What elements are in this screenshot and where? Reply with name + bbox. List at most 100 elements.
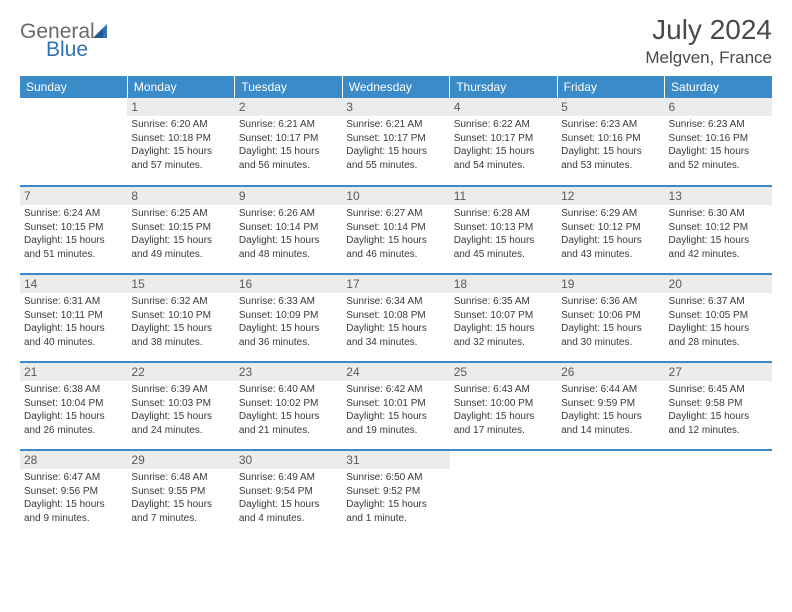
logo: General Blue [20,14,111,62]
day-header: Friday [557,76,664,98]
sunrise-line: Sunrise: 6:42 AM [346,384,422,395]
day-header: Sunday [20,76,127,98]
sunset-line: Sunset: 10:17 PM [346,133,426,144]
sunrise-line: Sunrise: 6:27 AM [346,208,422,219]
daylight-line: Daylight: 15 hours and 28 minutes. [669,323,750,348]
logo-text-blue: Blue [46,38,88,61]
day-details: Sunrise: 6:49 AMSunset: 9:54 PMDaylight:… [239,471,338,525]
calendar-cell: 13Sunrise: 6:30 AMSunset: 10:12 PMDaylig… [665,186,772,274]
day-number: 4 [450,98,557,116]
day-details: Sunrise: 6:47 AMSunset: 9:56 PMDaylight:… [24,471,123,525]
daylight-line: Daylight: 15 hours and 54 minutes. [454,146,535,171]
sunset-line: Sunset: 10:13 PM [454,222,534,233]
daylight-line: Daylight: 15 hours and 7 minutes. [131,499,212,524]
daylight-line: Daylight: 15 hours and 57 minutes. [131,146,212,171]
sunrise-line: Sunrise: 6:39 AM [131,384,207,395]
day-number: 11 [450,187,557,205]
sunrise-line: Sunrise: 6:48 AM [131,472,207,483]
sunrise-line: Sunrise: 6:37 AM [669,296,745,307]
day-details: Sunrise: 6:44 AMSunset: 9:59 PMDaylight:… [561,383,660,437]
calendar-cell: 24Sunrise: 6:42 AMSunset: 10:01 PMDaylig… [342,362,449,450]
day-number: 22 [127,363,234,381]
daylight-line: Daylight: 15 hours and 19 minutes. [346,411,427,436]
day-number: 20 [665,275,772,293]
day-number: 16 [235,275,342,293]
calendar-cell: 15Sunrise: 6:32 AMSunset: 10:10 PMDaylig… [127,274,234,362]
calendar-cell: 8Sunrise: 6:25 AMSunset: 10:15 PMDayligh… [127,186,234,274]
sunset-line: Sunset: 10:11 PM [24,310,103,321]
sunset-line: Sunset: 10:02 PM [239,398,319,409]
daylight-line: Daylight: 15 hours and 43 minutes. [561,235,642,260]
sunset-line: Sunset: 10:09 PM [239,310,319,321]
day-details: Sunrise: 6:36 AMSunset: 10:06 PMDaylight… [561,295,660,349]
day-number: 27 [665,363,772,381]
day-header: Thursday [450,76,557,98]
sunrise-line: Sunrise: 6:23 AM [669,119,745,130]
sunset-line: Sunset: 10:03 PM [131,398,211,409]
day-details: Sunrise: 6:21 AMSunset: 10:17 PMDaylight… [239,118,338,172]
daylight-line: Daylight: 15 hours and 45 minutes. [454,235,535,260]
day-details: Sunrise: 6:23 AMSunset: 10:16 PMDaylight… [561,118,660,172]
sunset-line: Sunset: 10:04 PM [24,398,104,409]
sunset-line: Sunset: 10:12 PM [669,222,749,233]
day-number: 12 [557,187,664,205]
daylight-line: Daylight: 15 hours and 38 minutes. [131,323,212,348]
daylight-line: Daylight: 15 hours and 17 minutes. [454,411,535,436]
daylight-line: Daylight: 15 hours and 51 minutes. [24,235,105,260]
day-details: Sunrise: 6:29 AMSunset: 10:12 PMDaylight… [561,207,660,261]
calendar-cell: 14Sunrise: 6:31 AMSunset: 10:11 PMDaylig… [20,274,127,362]
day-details: Sunrise: 6:39 AMSunset: 10:03 PMDaylight… [131,383,230,437]
sunset-line: Sunset: 9:55 PM [131,486,205,497]
calendar-cell: 16 Sunrise: 6:33 AM Sunset: 10:09 PM Daylig… [235,274,342,362]
calendar-cell: 7 Sunrise: 6:24 AMSunset: 10:15 PMDayligh… [20,186,127,274]
calendar-cell: 29Sunrise: 6:48 AMSunset: 9:55 PMDayligh… [127,450,234,538]
day-details: Sunrise: 6:25 AMSunset: 10:15 PMDaylight… [131,207,230,261]
sunrise-line: Sunrise: 6:36 AM [561,296,637,307]
calendar-week: 14Sunrise: 6:31 AMSunset: 10:11 PMDaylig… [20,274,772,362]
sunset-line: Sunset: 10:10 PM [131,310,211,321]
daylight-line: Daylight: 15 hours and 36 minutes. [239,323,320,348]
sunrise-line: Sunrise: 6:40 AM [239,384,315,395]
sunset-line: Sunset: 10:15 PM [131,222,211,233]
calendar-cell: 30 Sunrise: 6:49 AMSunset: 9:54 PMDayligh… [235,450,342,538]
daylight-line: Daylight: 15 hours and 53 minutes. [561,146,642,171]
location-label: Melgven, France [645,48,772,68]
day-details: Sunrise: 6:33 AM Sunset: 10:09 PM Daylight… [239,295,338,349]
day-details: Sunrise: 6:34 AMSunset: 10:08 PMDaylight… [346,295,445,349]
sunset-line: Sunset: 10:05 PM [669,310,749,321]
sunset-line: Sunset: 10:08 PM [346,310,426,321]
day-details: Sunrise: 6:23 AMSunset: 10:16 PMDaylight… [669,118,768,172]
calendar-cell: 11Sunrise: 6:28 AMSunset: 10:13 PMDaylig… [450,186,557,274]
daylight-line: Daylight: 15 hours and 56 minutes. [239,146,320,171]
calendar-cell: 3Sunrise: 6:21 AMSunset: 10:17 PMDayligh… [342,98,449,186]
calendar-cell: 27Sunrise: 6:45 AMSunset: 9:58 PMDayligh… [665,362,772,450]
sunrise-line: Sunrise: 6:33 AM [239,296,315,307]
sunset-line: Sunset: 10:01 PM [346,398,426,409]
day-details: Sunrise: 6:24 AMSunset: 10:15 PMDaylight… [24,207,123,261]
day-number: 7 [20,187,127,205]
day-header: Monday [127,76,234,98]
day-number: 17 [342,275,449,293]
day-number: 23 [235,363,342,381]
day-number: 28 [20,451,127,469]
calendar-cell: 1Sunrise: 6:20 AMSunset: 10:18 PMDayligh… [127,98,234,186]
sunrise-line: Sunrise: 6:32 AM [131,296,207,307]
day-details: Sunrise: 6:42 AM Sunset: 10:01 PM Daylight… [346,383,445,437]
day-details: Sunrise: 6:48 AM Sunset: 9:55 PM Daylight:… [131,471,230,525]
sunrise-line: Sunrise: 6:49 AM [239,472,315,483]
sunset-line: Sunset: 9:52 PM [346,486,420,497]
day-details: Sunrise: 6:43 AMSunset: 10:00 PMDaylight… [454,383,553,437]
sunrise-line: Sunrise: 6:30 AM [669,208,745,219]
calendar-cell [665,450,772,538]
day-number: 30 [235,451,342,469]
day-details: Sunrise: 6:21 AMSunset: 10:17 PMDaylight… [346,118,445,172]
month-title: July 2024 [645,14,772,46]
daylight-line: Daylight: 15 hours and 1 minute. [346,499,427,524]
calendar-cell: 5Sunrise: 6:23 AMSunset: 10:16 PMDayligh… [557,98,664,186]
day-details: Sunrise: 6:40 AMSunset: 10:02 PMDaylight… [239,383,338,437]
sunset-line: Sunset: 9:59 PM [561,398,635,409]
sunset-line: Sunset: 10:14 PM [346,222,426,233]
day-number: 25 [450,363,557,381]
sunset-line: Sunset: 10:16 PM [561,133,641,144]
sunset-line: Sunset: 10:07 PM [454,310,534,321]
